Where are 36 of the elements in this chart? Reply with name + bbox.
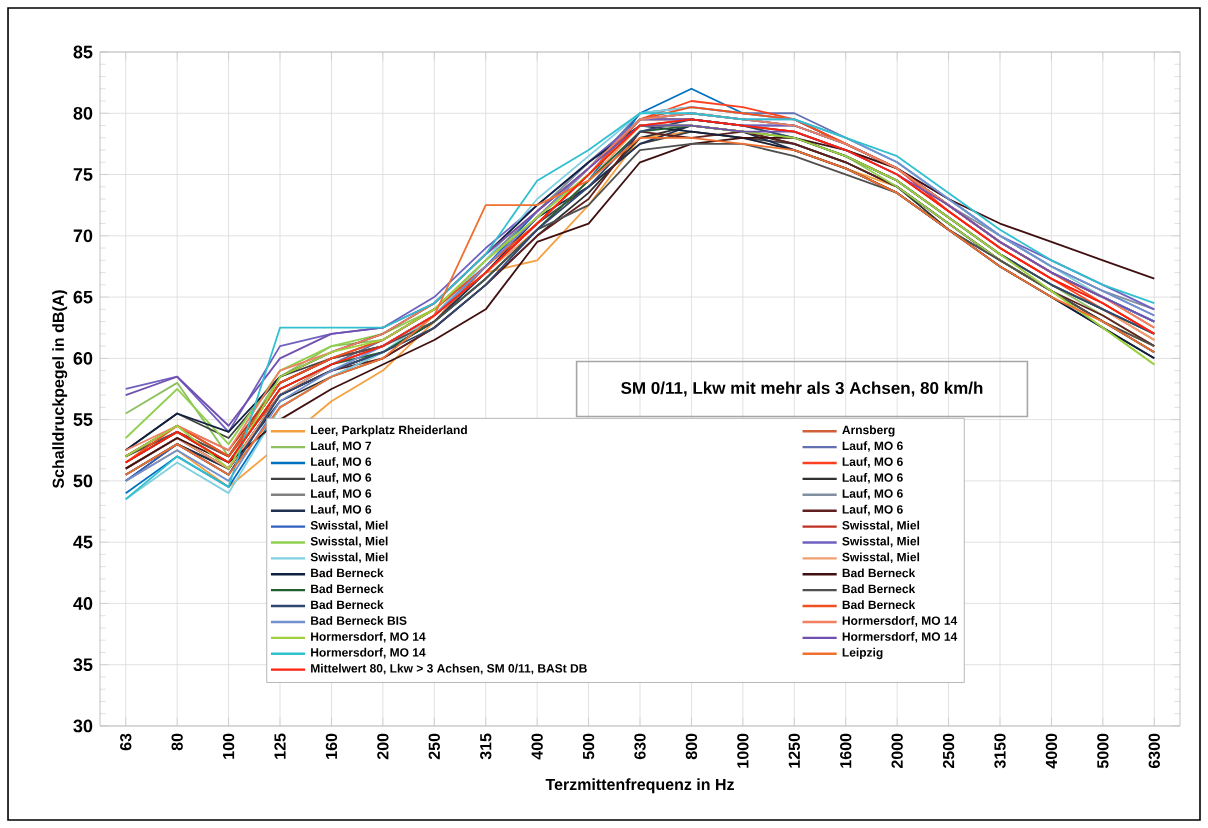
x-tick-label: 630 xyxy=(634,733,646,760)
x-tick-label: 800 xyxy=(685,733,698,760)
annotation: SM 0/11, Lkw mit mehr als 3 Achsen, 80 km/h xyxy=(621,381,983,397)
y-tick-label: 85 xyxy=(73,45,93,59)
x-tick-label: 400 xyxy=(531,733,543,760)
x-tick-label: 6300 xyxy=(1148,733,1160,769)
x-tick-label: 2000 xyxy=(891,733,903,769)
x-tick-label: 2500 xyxy=(942,733,955,769)
y-tick-label: 40 xyxy=(73,597,93,610)
x-tick-label: 63 xyxy=(120,733,132,751)
y-tick-label: 60 xyxy=(73,351,93,365)
x-tick-label: 125 xyxy=(274,733,286,759)
y-tick-label: 30 xyxy=(73,719,93,733)
y-tick-label: 70 xyxy=(73,229,93,243)
y-tick-label: 55 xyxy=(73,413,93,426)
y-tick-label: 65 xyxy=(73,290,93,304)
x-tick-label: 100 xyxy=(222,733,235,759)
x-tick-label: 3150 xyxy=(994,733,1006,769)
y-tick-label: 35 xyxy=(73,658,93,672)
y-tick-label: 50 xyxy=(73,474,93,488)
x-tick-label: 5000 xyxy=(1097,733,1109,769)
x-tick-label: 1250 xyxy=(788,733,800,768)
x-tick-label: 1000 xyxy=(737,733,749,768)
y-axis-title: Schalldruckpegel in dB(A) xyxy=(52,290,68,489)
x-tick-label: 200 xyxy=(377,733,389,760)
y-tick-label: 75 xyxy=(73,168,93,181)
y-tick-label: 80 xyxy=(73,106,93,120)
y-tick-label: 45 xyxy=(73,535,93,549)
x-tick-label: 315 xyxy=(480,733,492,760)
x-tick-label: 1600 xyxy=(840,733,852,768)
x-tick-label: 160 xyxy=(325,733,338,759)
x-tick-label: 80 xyxy=(171,733,183,751)
x-tick-label: 250 xyxy=(428,733,440,760)
x-axis-title: Terzmittenfrequenz in Hz xyxy=(545,778,734,794)
x-tick-label: 4000 xyxy=(1045,733,1058,769)
x-tick-label: 500 xyxy=(582,733,595,760)
